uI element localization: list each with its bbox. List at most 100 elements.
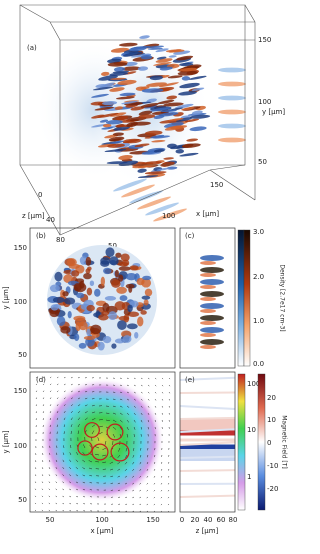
arrow: [42, 460, 43, 462]
arrow: [57, 384, 58, 385]
arrow: [36, 398, 37, 399]
arrow: [62, 496, 64, 497]
arrow: [49, 503, 50, 504]
blob: [86, 329, 90, 337]
density-map: [47, 245, 157, 355]
blob: [129, 265, 138, 270]
arrow: [155, 399, 156, 400]
arrow: [42, 482, 43, 483]
panel-label: (a): [27, 44, 37, 52]
blob: [124, 314, 130, 322]
arrow: [147, 497, 148, 498]
arrow: [49, 496, 50, 497]
x-tick-label: 0: [180, 516, 184, 524]
arrow: [132, 504, 134, 505]
arrow: [162, 378, 163, 379]
arrow: [76, 503, 78, 504]
arrow: [43, 404, 44, 406]
blob: [134, 332, 138, 339]
arrow: [169, 406, 170, 407]
arrow: [140, 511, 141, 512]
colorbar-tick-label: -20: [267, 485, 278, 493]
stripe: [200, 279, 224, 285]
z-tick-label: 0: [38, 191, 42, 199]
arrow: [133, 511, 134, 512]
arrow: [141, 378, 142, 379]
blob: [57, 316, 66, 326]
stripe: [200, 267, 224, 273]
streak: [180, 457, 235, 458]
arrow: [42, 496, 43, 497]
blob: [87, 288, 92, 296]
arrow: [43, 398, 44, 399]
arrow: [162, 392, 163, 393]
arrow: [154, 497, 155, 498]
z-tick-label: 80: [56, 236, 65, 244]
colorbar: [244, 230, 250, 366]
blob: [120, 295, 128, 301]
x-tick-label: 20: [191, 516, 200, 524]
arrow: [168, 462, 169, 464]
isosurface: [90, 35, 246, 223]
arrow: [169, 399, 170, 400]
arrow: [56, 510, 57, 511]
arrow: [162, 406, 163, 408]
arrow: [162, 420, 163, 422]
colorbar-tick-label: 10: [247, 426, 256, 434]
blob: [84, 336, 95, 340]
y-tick-label: 50: [18, 496, 27, 504]
axis-label: z [μm]: [196, 527, 219, 535]
arrow: [162, 413, 163, 415]
arrow: [42, 489, 43, 490]
blob: [100, 257, 110, 265]
arrow: [161, 462, 162, 464]
arrow: [168, 483, 169, 484]
colorbar-title: Magnetic Field [T]: [281, 415, 288, 468]
arrow: [118, 504, 120, 505]
arrow: [56, 489, 57, 490]
blob: [126, 273, 137, 280]
projection-stripe: [218, 96, 246, 101]
panel-e: (e) 0 20 40 60 80 z [μm]: [180, 372, 238, 535]
colorbar-tick-label: 0: [267, 439, 271, 447]
figure: (a) 150 100 50 y [μm] 150 100 50 x [μm] …: [0, 0, 290, 550]
density-colorbar: 3.0 2.0 1.0 0.0 Density [2.7e17 cm-3]: [238, 228, 286, 368]
blob: [102, 303, 109, 312]
colorbar-tick-label: 1.0: [253, 317, 264, 325]
arrow: [49, 510, 50, 511]
arrow: [168, 476, 169, 477]
blob: [142, 276, 151, 280]
arrow: [50, 398, 51, 399]
colorbar-tick-label: 20: [267, 394, 276, 402]
projection-stripe: [218, 82, 246, 87]
blob: [90, 280, 94, 286]
blob: [137, 317, 143, 327]
arrow: [169, 378, 170, 379]
blob: [64, 298, 75, 305]
arrow: [125, 504, 127, 505]
blob: [51, 304, 59, 310]
band: [180, 449, 235, 461]
stripe: [200, 315, 224, 321]
arrow: [56, 496, 57, 497]
arrow: [125, 511, 127, 512]
arrow: [139, 490, 141, 491]
colorbar-title: Density [2.7e17 cm-3]: [279, 264, 286, 331]
x-tick-label: 60: [217, 516, 226, 524]
axis-label: z [μm]: [22, 212, 45, 220]
arrow: [132, 497, 134, 498]
blob: [103, 336, 111, 343]
density-map: [200, 255, 224, 349]
arrow: [50, 384, 51, 385]
blob: [50, 285, 60, 293]
arrow: [69, 496, 71, 497]
arrow: [161, 504, 162, 505]
projection-stripe: [218, 110, 246, 115]
stripe: [200, 345, 216, 349]
x-tick-label: 150: [210, 181, 223, 189]
arrow: [43, 391, 44, 392]
blob: [68, 311, 72, 318]
arrow: [43, 411, 44, 413]
colorbar-tick-label: 3.0: [253, 228, 264, 236]
arrow: [36, 404, 37, 406]
